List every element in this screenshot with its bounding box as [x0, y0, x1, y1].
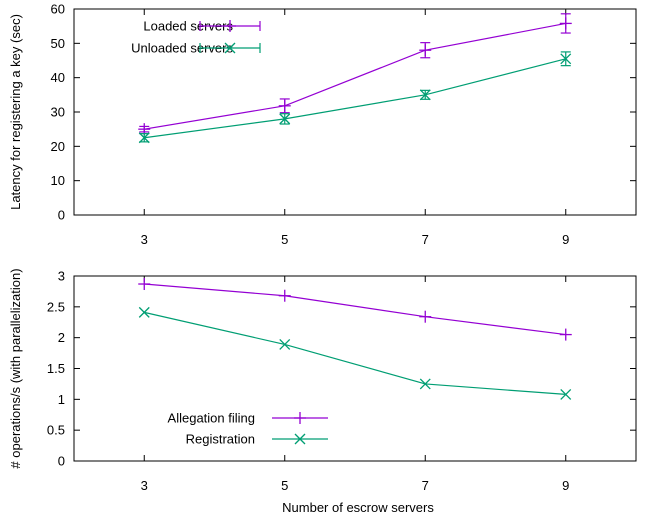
y-tick-label: 0: [58, 454, 65, 469]
data-point-cross: [419, 378, 431, 390]
series-1-2: [138, 51, 572, 144]
y-tick-label: 20: [51, 139, 65, 154]
plot-frame: [73, 275, 637, 462]
y-axis-label: Latency for registering a key (sec): [8, 14, 23, 210]
y-tick-label: 50: [51, 36, 65, 51]
legend-label: Allegation filing: [168, 411, 255, 426]
legend-label: Loaded servers: [143, 19, 233, 34]
data-point-cross: [560, 53, 572, 65]
x-tick-label: 7: [422, 232, 429, 247]
data-point-cross: [138, 132, 150, 144]
series-line: [144, 58, 566, 139]
y-tick-label: 10: [51, 173, 65, 188]
legend-label: Unloaded servers: [131, 41, 233, 56]
legend-marker-cross: [224, 42, 236, 54]
y-tick-label: 1.5: [47, 361, 65, 376]
series-2-2: [138, 306, 572, 400]
data-point-cross: [560, 388, 572, 400]
y-axis-label: # operations/s (with parallelization): [8, 268, 23, 468]
y-tick-label: 40: [51, 70, 65, 85]
legend-label: Registration: [186, 432, 255, 447]
chart-panel-2: 0 0.5 1 1.5 2 2.5 3 3 5 7 9 # operations/s (with pa…: [8, 268, 637, 515]
x-tick-label: 5: [281, 232, 288, 247]
series-line: [144, 283, 566, 336]
y-tick-label: 0: [58, 208, 65, 223]
x-axis-label: Number of escrow servers: [282, 500, 434, 515]
x-tick-label: 9: [562, 478, 569, 493]
data-point-cross: [138, 306, 150, 318]
y-tick-label: 30: [51, 105, 65, 120]
y-tick-label: 2.5: [47, 299, 65, 314]
chart-panel-1: 0 10 20 30 40 50 60 3 5 7 9 Latency for registering…: [8, 2, 637, 247]
data-point-cross: [419, 89, 431, 101]
series-line: [144, 311, 566, 395]
y-tick-label: 3: [58, 269, 65, 284]
x-tick-label: 7: [422, 478, 429, 493]
series-2-1: [138, 278, 572, 341]
y-tick-label: 2: [58, 330, 65, 345]
legend-marker-cross: [294, 433, 306, 445]
y-tick-label: 1: [58, 392, 65, 407]
y-tick-label: 60: [51, 2, 65, 17]
x-tick-label: 3: [141, 478, 148, 493]
x-tick-label: 9: [562, 232, 569, 247]
x-tick-label: 5: [281, 478, 288, 493]
y-tick-label: 0.5: [47, 423, 65, 438]
series-line: [144, 22, 566, 130]
series-1-1: [138, 13, 572, 136]
data-point-cross: [279, 113, 291, 125]
x-tick-label: 3: [141, 232, 148, 247]
data-point-cross: [279, 338, 291, 350]
